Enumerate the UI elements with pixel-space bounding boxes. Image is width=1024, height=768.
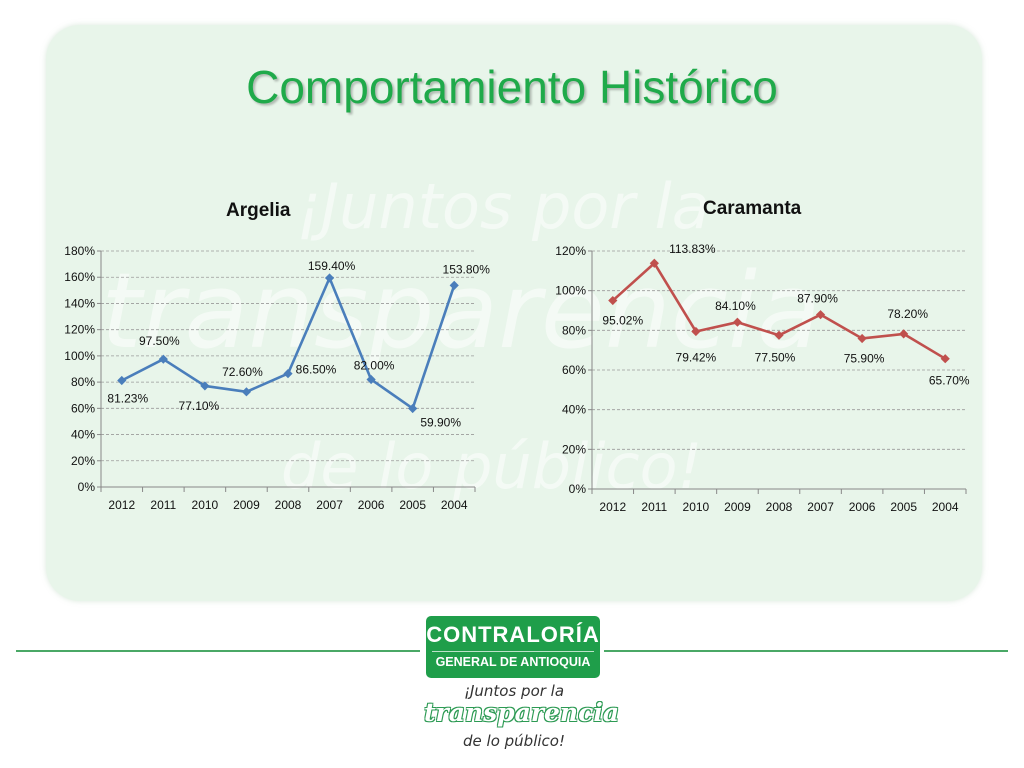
x-tick-label: 2005 — [890, 500, 917, 514]
data-label: 153.80% — [443, 262, 491, 276]
y-tick-label: 20% — [71, 454, 95, 468]
y-tick-label: 140% — [64, 296, 95, 310]
logo-badge: CONTRALORÍA GENERAL DE ANTIOQUIA — [426, 616, 600, 678]
data-label: 82.00% — [354, 358, 395, 372]
y-tick-label: 20% — [562, 442, 586, 456]
logo-tagline-2: transparencia — [424, 698, 620, 727]
data-label: 84.10% — [715, 299, 756, 313]
data-label: 159.40% — [308, 259, 356, 273]
data-point — [649, 258, 659, 268]
x-tick-label: 2006 — [849, 500, 876, 514]
data-point — [732, 317, 743, 327]
logo-name: CONTRALORÍA — [426, 622, 600, 647]
x-tick-label: 2012 — [108, 498, 135, 512]
logo-divider — [432, 651, 594, 652]
data-label: 81.23% — [107, 391, 148, 405]
x-tick-label: 2010 — [192, 498, 219, 512]
data-label: 59.90% — [420, 415, 461, 429]
x-tick-label: 2012 — [599, 500, 626, 514]
y-tick-label: 0% — [569, 482, 587, 496]
page-title: Comportamiento Histórico — [246, 61, 778, 113]
y-tick-label: 80% — [71, 375, 95, 389]
x-tick-label: 2006 — [358, 498, 385, 512]
data-label: 79.42% — [676, 350, 717, 364]
x-tick-label: 2009 — [233, 498, 260, 512]
x-tick-label: 2007 — [807, 500, 834, 514]
contraloria-logo: CONTRALORÍA GENERAL DE ANTIOQUIA ¡Juntos… — [424, 614, 620, 764]
data-label: 75.90% — [844, 351, 885, 365]
footer-rule-left — [16, 650, 420, 652]
x-tick-label: 2008 — [275, 498, 302, 512]
footer-rule-right — [604, 650, 1008, 652]
x-tick-label: 2011 — [641, 500, 667, 514]
data-point — [200, 381, 210, 391]
y-tick-label: 40% — [562, 403, 586, 417]
data-point — [241, 387, 252, 397]
data-point — [774, 330, 784, 340]
y-tick-label: 100% — [555, 284, 586, 298]
data-point — [940, 354, 950, 364]
data-label: 78.20% — [887, 307, 928, 321]
y-tick-label: 0% — [78, 480, 96, 494]
x-tick-label: 2011 — [150, 498, 176, 512]
logo-tagline-3: de lo público! — [463, 732, 565, 750]
data-label: 86.50% — [296, 363, 337, 377]
y-tick-label: 100% — [64, 349, 95, 363]
data-label: 65.70% — [929, 374, 970, 388]
y-tick-label: 60% — [562, 363, 586, 377]
logo-tagline-1: ¡Juntos por la — [463, 682, 565, 700]
chart-title-argelia: Argelia — [226, 200, 291, 221]
y-tick-label: 180% — [64, 244, 95, 258]
y-tick-label: 60% — [71, 401, 95, 415]
x-tick-label: 2005 — [399, 498, 426, 512]
data-label: 87.90% — [797, 292, 838, 306]
x-tick-label: 2008 — [766, 500, 793, 514]
data-point — [608, 295, 618, 306]
data-point — [408, 403, 418, 414]
data-label: 95.02% — [602, 314, 643, 328]
data-point — [158, 354, 168, 364]
data-label: 97.50% — [139, 334, 180, 348]
data-point — [324, 273, 335, 283]
x-tick-label: 2010 — [683, 500, 710, 514]
chart-title-caramanta: Caramanta — [703, 198, 802, 219]
y-tick-label: 120% — [64, 323, 95, 337]
x-tick-label: 2004 — [932, 500, 959, 514]
data-label: 113.83% — [669, 242, 716, 256]
content-panel — [46, 25, 982, 601]
y-tick-label: 160% — [64, 270, 95, 284]
data-point — [691, 326, 701, 337]
data-point — [283, 368, 293, 379]
y-tick-label: 120% — [555, 244, 586, 258]
data-point — [857, 333, 867, 344]
y-tick-label: 40% — [71, 428, 95, 442]
y-tick-label: 80% — [562, 323, 586, 337]
x-tick-label: 2007 — [316, 498, 343, 512]
data-point — [899, 329, 909, 339]
data-label: 77.10% — [179, 399, 220, 413]
x-tick-label: 2004 — [441, 498, 468, 512]
data-point — [366, 374, 376, 385]
x-tick-label: 2009 — [724, 500, 751, 514]
data-point — [117, 375, 127, 386]
data-point — [815, 310, 826, 320]
logo-subname: GENERAL DE ANTIOQUIA — [435, 655, 591, 669]
data-point — [449, 280, 459, 290]
data-label: 77.50% — [755, 350, 796, 364]
data-label: 72.60% — [222, 365, 263, 379]
